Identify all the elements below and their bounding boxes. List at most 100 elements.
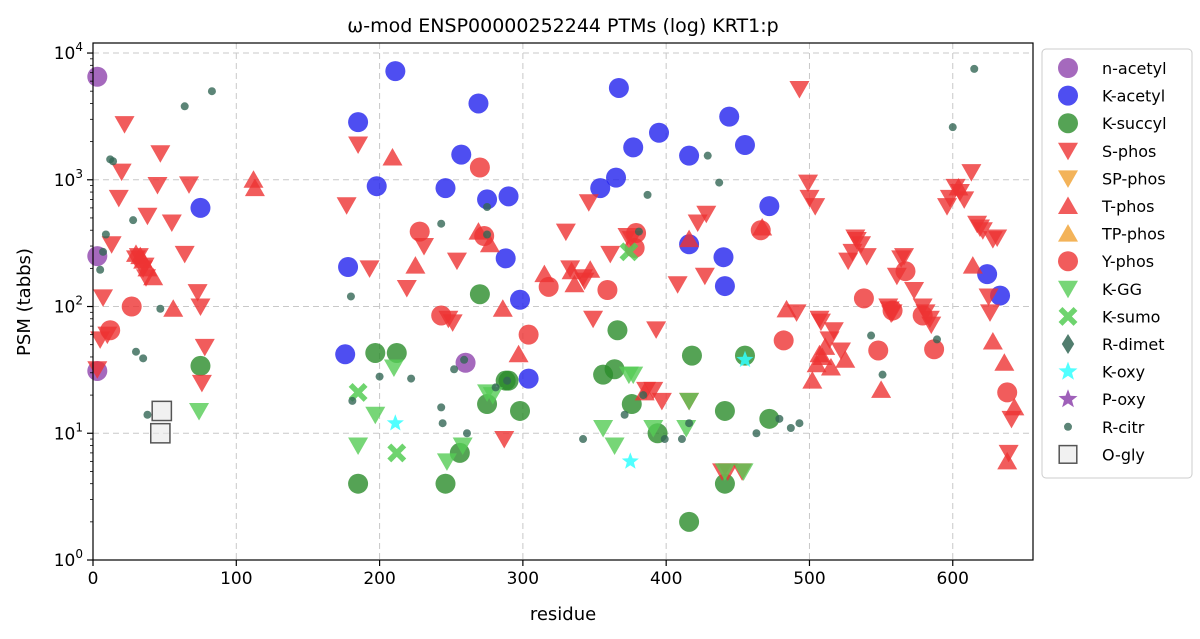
point-t-phos [812, 347, 833, 365]
point-r-citr [346, 292, 355, 301]
point-t-phos [143, 267, 164, 286]
point-k-acetyl [977, 264, 998, 285]
point-r-citr [348, 396, 357, 405]
point-t-phos [679, 229, 700, 248]
point-s-phos [108, 189, 129, 208]
legend-marker-n-acetyl [1058, 58, 1078, 78]
point-k-acetyl [719, 106, 740, 127]
point-s-phos [830, 342, 851, 360]
point-t-phos [163, 299, 184, 317]
legend-label-p-oxy: P-oxy [1102, 390, 1146, 409]
point-k-oxy [386, 414, 404, 431]
point-t-phos [820, 358, 841, 376]
point-s-phos [600, 245, 621, 264]
point-k-acetyl [498, 186, 519, 207]
legend-item-s-phos: S-phos [1058, 142, 1156, 161]
point-y-phos [853, 288, 874, 309]
point-k-succyl [435, 473, 456, 494]
point-k-gg [593, 420, 614, 438]
point-k-acetyl [495, 248, 516, 269]
point-s-phos [150, 145, 171, 163]
point-r-citr [96, 265, 105, 274]
point-r-citr [634, 227, 643, 236]
legend-item-n-acetyl: n-acetyl [1058, 58, 1167, 78]
point-t-phos [508, 344, 529, 363]
point-t-phos [994, 353, 1015, 371]
point-k-succyl [510, 400, 531, 421]
point-t-phos [948, 177, 969, 196]
legend-item-tp-phos: TP-phos [1058, 224, 1165, 244]
point-r-citr [156, 304, 165, 313]
point-r-citr [715, 178, 724, 187]
y-tick-label: 102 [54, 294, 83, 318]
point-k-acetyl [608, 77, 629, 98]
point-r-citr [786, 424, 795, 433]
point-s-phos [191, 374, 212, 393]
legend-marker-r-citr [1064, 422, 1072, 431]
legend-item-k-sumo: K-sumo [1058, 306, 1160, 326]
point-s-phos [696, 205, 717, 224]
point-k-acetyl [348, 112, 369, 133]
point-s-phos [578, 194, 599, 212]
series-t-phos [125, 147, 1025, 470]
legend-marker-r-dimet [1061, 334, 1075, 354]
point-r-citr [460, 355, 469, 364]
legend-marker-k-sumo [1058, 306, 1078, 326]
point-k-acetyl [190, 197, 211, 218]
point-r-citr [639, 391, 648, 400]
point-s-phos [980, 304, 1001, 322]
legend-label-k-succyl: K-succyl [1102, 114, 1167, 133]
point-s-phos [978, 288, 999, 306]
legend-label-k-sumo: K-sumo [1102, 307, 1160, 326]
point-s-phos [87, 361, 108, 379]
legend-marker-tp-phos [1058, 224, 1078, 242]
point-r-citr [207, 87, 216, 96]
data-marks [87, 61, 1025, 532]
point-y-phos [924, 339, 945, 360]
point-t-phos [815, 337, 836, 355]
point-k-succyl [365, 342, 386, 363]
x-tick-label: 100 [220, 569, 252, 589]
point-s-phos [179, 176, 200, 194]
legend-item-r-dimet: R-dimet [1061, 334, 1165, 354]
point-k-acetyl [734, 135, 755, 156]
point-k-gg [452, 437, 473, 456]
point-t-phos [244, 178, 265, 197]
point-k-succyl [714, 473, 735, 494]
point-s-phos [651, 392, 672, 411]
legend-marker-sp-phos [1058, 170, 1078, 188]
legend-label-r-dimet: R-dimet [1102, 335, 1165, 354]
legend-item-k-oxy: K-oxy [1058, 361, 1145, 382]
legend-item-r-citr: R-citr [1064, 418, 1145, 437]
point-k-acetyl [679, 145, 700, 166]
point-s-phos [810, 313, 831, 332]
point-y-phos [750, 220, 771, 241]
point-s-phos [798, 174, 819, 193]
point-t-phos [492, 299, 513, 317]
legend-label-n-acetyl: n-acetyl [1102, 59, 1167, 78]
x-axis-label: residue [530, 604, 596, 625]
legend-marker-s-phos [1058, 142, 1078, 161]
legend-marker-k-succyl [1058, 113, 1078, 134]
point-k-succyl [607, 320, 628, 341]
point-s-phos [446, 252, 467, 271]
legend-item-t-phos: T-phos [1058, 196, 1155, 216]
point-s-phos [667, 276, 688, 294]
point-s-phos [954, 191, 975, 209]
legend-label-k-oxy: K-oxy [1102, 363, 1145, 382]
point-y-phos [597, 279, 618, 300]
point-r-citr [579, 435, 588, 444]
point-y-phos [882, 300, 903, 321]
legend-marker-k-oxy [1058, 361, 1078, 380]
legend-label-s-phos: S-phos [1102, 142, 1156, 161]
point-k-acetyl [366, 176, 387, 197]
point-k-gg [189, 402, 210, 421]
point-s-phos [643, 381, 664, 400]
point-o-gly [151, 400, 173, 422]
point-s-phos [494, 431, 515, 449]
point-y-phos [431, 305, 452, 326]
y-axis-label: PSM (tabbs) [14, 248, 35, 356]
y-tick-label: 101 [54, 420, 83, 444]
point-s-phos [583, 310, 604, 329]
point-s-phos [359, 260, 380, 278]
